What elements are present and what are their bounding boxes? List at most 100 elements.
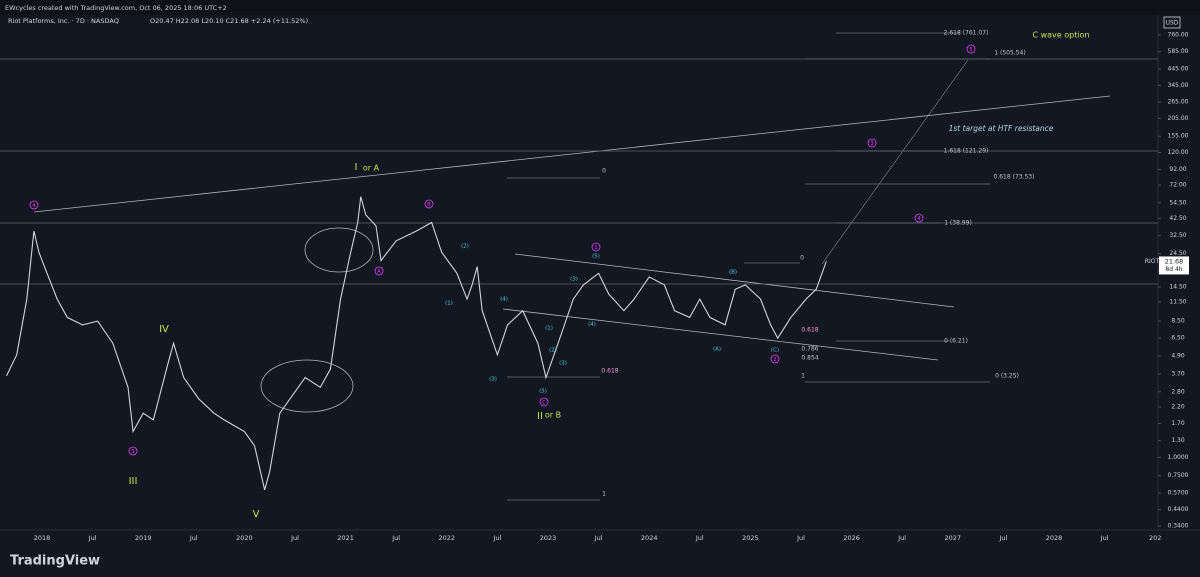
last-price: 21.68: [1165, 257, 1184, 265]
credit: EWcycles created with TradingView.com, O…: [5, 4, 227, 12]
time-label: 2027: [945, 534, 962, 542]
minor-wave: (1): [445, 301, 453, 307]
circled-wave: 5: [131, 449, 134, 455]
price-tick-label: 0.3400: [1168, 523, 1189, 530]
wave-annotation: IV: [159, 324, 169, 335]
minor-wave: (A): [713, 347, 721, 353]
price-tick-label: 4.90: [1171, 353, 1185, 360]
time-label: Jul: [998, 534, 1007, 542]
circled-wave: 5: [969, 47, 972, 53]
minor-wave: (5): [592, 254, 600, 260]
time-label: 2022: [439, 534, 456, 542]
fib-label: 1: [602, 491, 606, 498]
price-tick-label: 1.0000: [1168, 454, 1189, 461]
price-tick-label: 32.50: [1169, 232, 1186, 239]
wave-annotation: I: [355, 162, 358, 173]
minor-wave: (2): [549, 348, 557, 354]
fib-label: 0.854: [801, 355, 818, 362]
time-label: 2023: [540, 534, 557, 542]
time-label: 202: [1149, 534, 1161, 542]
ohlc: O20.47 H22.08 L20.10 C21.68 +2.24 (+11.5…: [150, 17, 308, 25]
price-tick-label: 3.70: [1171, 371, 1185, 378]
price-tick-label: 265.00: [1168, 99, 1189, 106]
time-label: 2018: [34, 534, 51, 542]
last-symbol: RIOT: [1145, 258, 1160, 265]
wave-annotation: V: [253, 509, 260, 520]
circled-wave: 3: [870, 141, 873, 147]
price-tick-label: 155.00: [1168, 133, 1189, 140]
wave-annotation: 1st target at HTF resistance: [949, 124, 1054, 133]
minor-wave: (3): [570, 277, 578, 283]
time-label: Jul: [796, 534, 805, 542]
fib-label: 0.786: [801, 346, 818, 353]
wave-circle: [539, 397, 549, 407]
circled-wave: B: [427, 202, 431, 208]
currency-box[interactable]: [1163, 16, 1181, 29]
fib-label: 0: [602, 168, 606, 175]
time-label: 2019: [135, 534, 152, 542]
fib-label: 0: [800, 255, 804, 262]
wave-circle: [29, 200, 39, 210]
time-label: Jul: [290, 534, 299, 542]
fib-label: 0 (3.25): [995, 373, 1019, 380]
price-tick-label: 8.50: [1171, 318, 1185, 325]
fib-label: 0.618: [801, 327, 818, 334]
price-tick-label: 54.50: [1169, 199, 1186, 206]
time-label: Jul: [492, 534, 501, 542]
price-tick-label: 0.5700: [1168, 490, 1189, 497]
fib-label: 0 (6.21): [944, 338, 968, 345]
price-line: [6, 196, 827, 490]
fib-label: 0.618 (73.53): [994, 174, 1035, 181]
time-label: Jul: [695, 534, 704, 542]
price-tick-label: 24.50: [1169, 250, 1186, 257]
circled-wave: 4: [32, 203, 35, 209]
time-label: 2025: [742, 534, 759, 542]
wave-circle: [424, 199, 434, 209]
price-tick-label: 345.00: [1168, 82, 1189, 89]
wave-circle: [914, 213, 924, 223]
countdown: 8d 4h: [1165, 266, 1182, 273]
wave-annotation: or A: [363, 164, 380, 173]
wave-circle: [867, 138, 877, 148]
price-tick-label: 0.4400: [1168, 506, 1189, 513]
time-label: Jul: [594, 534, 603, 542]
price-tick-label: 2.20: [1171, 404, 1185, 411]
circled-wave: C: [542, 400, 546, 406]
minor-wave: (3): [559, 361, 567, 367]
price-tick-label: 1.70: [1171, 420, 1185, 427]
time-label: 2020: [236, 534, 253, 542]
minor-wave: (5): [539, 389, 547, 395]
circled-wave: 4: [917, 216, 920, 222]
fib-label: 0.618: [601, 368, 618, 375]
price-tick-label: 585.00: [1168, 48, 1189, 55]
price-tick-label: 445.00: [1168, 66, 1189, 73]
time-label: Jul: [897, 534, 906, 542]
time-label: 2024: [641, 534, 658, 542]
fib-label: 1 (38.99): [944, 220, 972, 227]
fib-label: 2.618 (761.07): [944, 30, 989, 37]
minor-wave: (3): [489, 377, 497, 383]
circled-wave: 2: [773, 357, 776, 363]
time-label: 2021: [337, 534, 354, 542]
wave-annotation: C wave option: [1032, 31, 1089, 40]
chart: 760.00 585.00 445.00 345.00 265.00 205.00 155.…: [0, 30, 1189, 542]
wave-circle: [128, 446, 138, 456]
wave-annotation: III: [129, 476, 138, 487]
price-tick-label: 14.50: [1169, 284, 1186, 291]
time-label: Jul: [1100, 534, 1109, 542]
wave-circle: [770, 354, 780, 364]
symbol: Riot Platforms, Inc. · 7D · NASDAQ: [8, 17, 119, 25]
wave-circle: [374, 266, 384, 276]
price-tick-label: 92.00: [1169, 166, 1186, 173]
minor-wave: (4): [588, 322, 596, 328]
fib-label: 1: [801, 373, 805, 380]
price-tick-label: 760.00: [1168, 32, 1189, 39]
time-label: 2028: [1046, 534, 1063, 542]
circled-wave: 1: [594, 245, 597, 251]
price-tick-label: 205.00: [1168, 115, 1189, 122]
minor-wave: (C): [771, 348, 779, 354]
minor-wave: (2): [461, 244, 469, 250]
currency: USD: [1166, 20, 1179, 27]
